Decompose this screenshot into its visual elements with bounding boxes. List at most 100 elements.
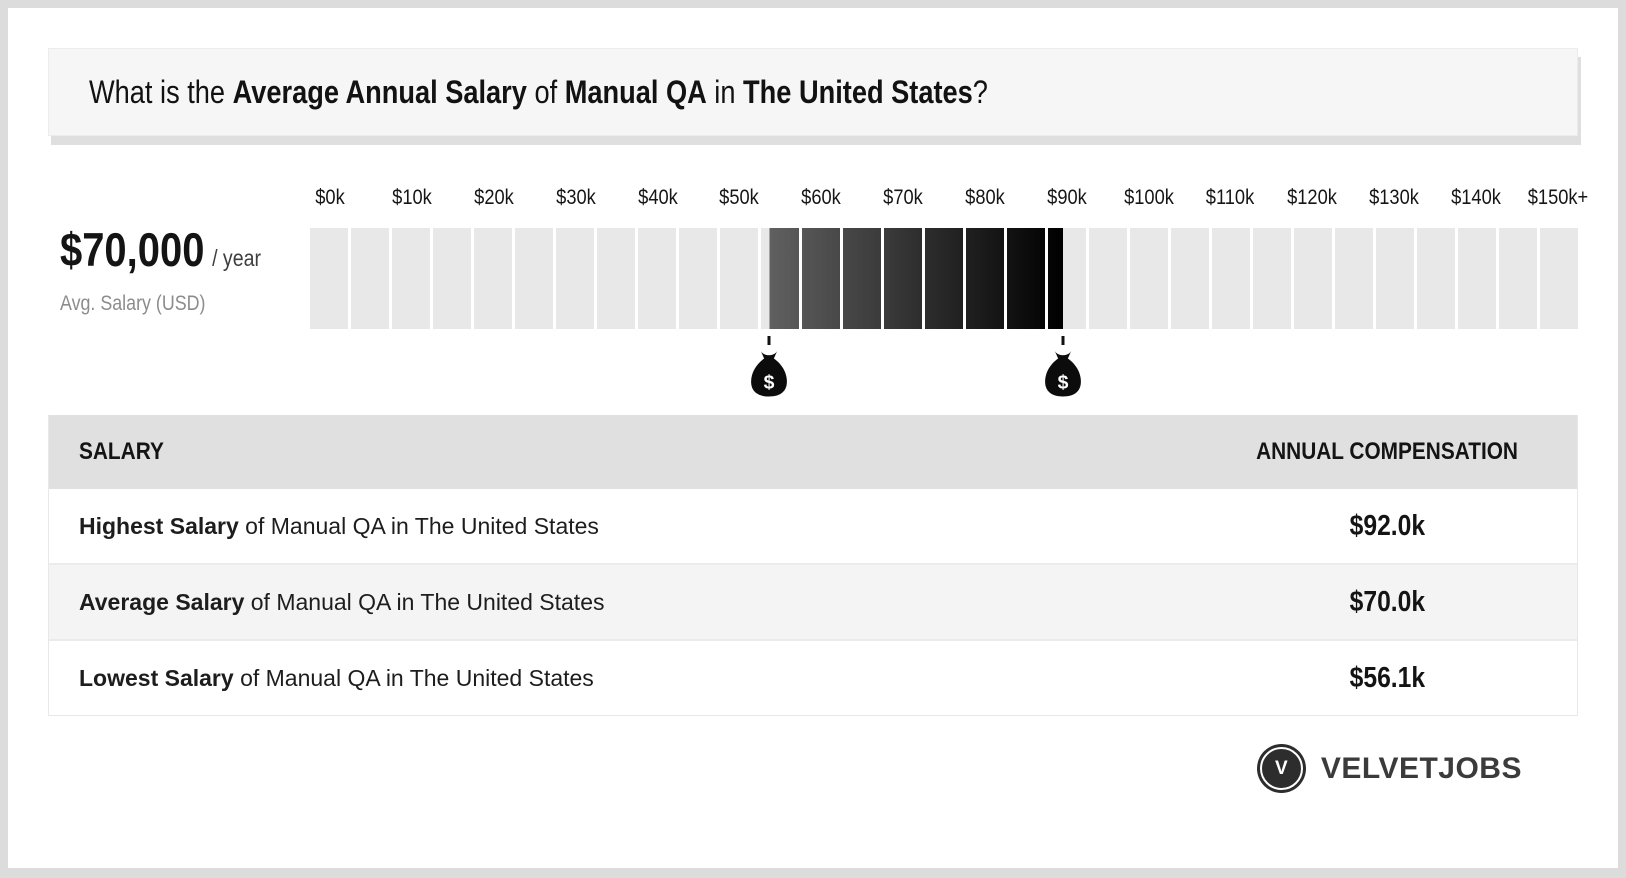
salary-bar-cell (1458, 228, 1496, 329)
salary-bar-cell (515, 228, 553, 329)
salary-bar-cell (966, 228, 1004, 329)
salary-bar-cell (1089, 228, 1127, 329)
row-label-rest: of Manual QA in The United States (238, 512, 599, 539)
row-label-rest: of Manual QA in The United States (244, 588, 605, 615)
axis-tick-label: $150k+ (1527, 185, 1588, 209)
table-header-salary: SALARY (79, 438, 164, 465)
average-salary-line: $70,000 / year (60, 222, 268, 277)
row-label: Average Salary of Manual QA in The Unite… (49, 589, 1197, 616)
title-segment: Manual QA (564, 73, 707, 110)
salary-bar-cell (1540, 228, 1578, 329)
salary-markers: $ $ (310, 336, 1578, 406)
row-value-cell: $92.0k (1197, 510, 1577, 543)
salary-bar-cell (310, 228, 348, 329)
salary-bar-cell (474, 228, 512, 329)
title-segment: in (706, 73, 744, 110)
salary-range-chart: $0k $10k $20k $30k $40k $50k $60k $70k $80k $90k $… (310, 182, 1588, 422)
svg-text:$: $ (1057, 371, 1068, 393)
salary-bar-cell (1499, 228, 1537, 329)
axis-tick-label: $30k (556, 185, 596, 209)
salary-bar-cell (1007, 228, 1045, 329)
table-row: Highest Salary of Manual QA in The Unite… (49, 489, 1577, 563)
row-value: $92.0k (1349, 509, 1425, 542)
row-value: $56.1k (1349, 661, 1425, 694)
axis-tick-label: $70k (883, 185, 923, 209)
lowest-salary-marker: $ (748, 336, 789, 397)
svg-text:$: $ (764, 371, 775, 393)
velvetjobs-logo: V VELVETJOBS (1256, 744, 1522, 793)
salary-bar-cell (351, 228, 389, 329)
axis-tick-label: $120k (1287, 185, 1338, 209)
salary-bar-cell (433, 228, 471, 329)
title-segment: of (526, 73, 565, 110)
salary-bar-cell (1130, 228, 1168, 329)
row-label-bold: Lowest Salary (79, 664, 234, 691)
salary-bar-cell (556, 228, 594, 329)
table-header-annual-compensation: ANNUAL COMPENSATION (1256, 438, 1518, 465)
salary-table: SALARY ANNUAL COMPENSATION Highest Salar… (48, 415, 1578, 716)
money-bag-icon: $ (751, 351, 787, 397)
salary-bar-cell (679, 228, 717, 329)
page-title-text: What is the Average Annual Salary of Man… (89, 74, 988, 111)
salary-bar-cell (884, 228, 922, 329)
average-salary-caption: Avg. Salary (USD) (60, 292, 206, 315)
salary-bar-cell (720, 228, 758, 329)
row-value: $70.0k (1349, 585, 1425, 618)
salary-table-body: Highest Salary of Manual QA in The Unite… (49, 489, 1577, 715)
row-label: Lowest Salary of Manual QA in The United… (49, 665, 1197, 692)
axis-labels: $0k $10k $20k $30k $40k $50k $60k $70k $80k $90k $… (310, 182, 1588, 210)
title-banner: What is the Average Annual Salary of Man… (48, 48, 1578, 136)
axis-tick-label: $20k (474, 185, 514, 209)
money-bag-icon: $ (1044, 351, 1081, 397)
page-title: What is the Average Annual Salary of Man… (49, 74, 1147, 111)
table-row: Average Salary of Manual QA in The Unite… (49, 563, 1577, 639)
salary-bar (310, 228, 1578, 329)
salary-bar-cell (925, 228, 963, 329)
row-label-bold: Highest Salary (79, 512, 239, 539)
axis-tick-label: $0k (315, 185, 346, 209)
salary-bar-cell (1294, 228, 1332, 329)
row-value-cell: $56.1k (1197, 662, 1577, 695)
row-label-bold: Average Salary (79, 588, 245, 615)
highest-salary-marker: $ (1042, 336, 1083, 397)
salary-bar-cell (1171, 228, 1209, 329)
velvetjobs-logo-icon: V (1256, 744, 1306, 793)
average-salary-period: / year (212, 245, 261, 271)
salary-bar-cell (1212, 228, 1250, 329)
salary-bar-cell (843, 228, 881, 329)
title-segment: ? (972, 73, 988, 110)
axis-tick-label: $40k (637, 185, 678, 209)
axis-tick-label: $130k (1369, 185, 1419, 209)
brand-name: VELVETJOBS (1320, 751, 1522, 785)
marker-tick (767, 336, 771, 345)
salary-bar-cell (1048, 228, 1086, 329)
row-value-cell: $70.0k (1197, 586, 1577, 619)
logo-initial: V (1274, 757, 1288, 779)
row-label-rest: of Manual QA in The United States (233, 664, 594, 691)
axis-tick-label: $60k (801, 185, 842, 209)
table-row: Lowest Salary of Manual QA in The United… (49, 639, 1577, 715)
salary-bar-cell (1335, 228, 1373, 329)
salary-bar-cell (1376, 228, 1414, 329)
table-header-row: SALARY ANNUAL COMPENSATION (49, 415, 1577, 489)
salary-bar-cell (761, 228, 799, 329)
salary-bar-cell (392, 228, 430, 329)
axis-tick-label: $140k (1450, 185, 1501, 209)
title-segment: The United States (743, 73, 973, 110)
axis-tick-label: $80k (965, 185, 1005, 209)
axis-tick-label: $90k (1046, 185, 1087, 209)
salary-bar-cell (1253, 228, 1291, 329)
salary-bar-cell (802, 228, 840, 329)
axis-tick-label: $50k (719, 185, 760, 209)
row-label: Highest Salary of Manual QA in The Unite… (49, 513, 1197, 540)
axis-tick-label: $110k (1206, 185, 1255, 209)
salary-bar-cell (638, 228, 676, 329)
marker-tick (1061, 336, 1065, 345)
title-segment: What is the (89, 73, 233, 110)
title-segment: Average Annual Salary (232, 73, 527, 110)
salary-bar-cell (597, 228, 635, 329)
average-salary-summary: $70,000 / year Avg. Salary (USD) (60, 222, 305, 316)
average-salary-amount: $70,000 (60, 223, 205, 276)
axis-tick-label: $100k (1123, 185, 1174, 209)
axis-tick-label: $10k (392, 185, 433, 209)
